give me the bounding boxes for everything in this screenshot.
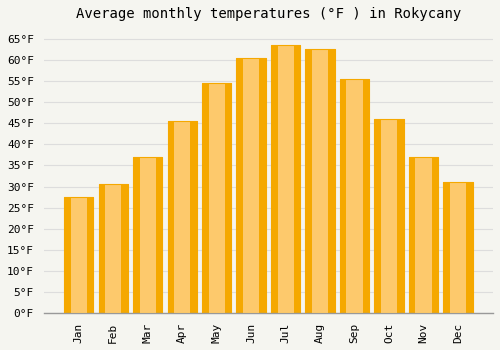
Bar (409, 157, 438, 313)
Bar (374, 119, 404, 313)
Bar (133, 157, 162, 313)
Bar (243, 58, 259, 313)
Bar (105, 184, 122, 313)
Bar (64, 197, 94, 313)
Bar (444, 182, 472, 313)
Bar (306, 49, 334, 313)
Bar (236, 58, 266, 313)
Bar (271, 45, 300, 313)
Bar (64, 197, 94, 313)
Title: Average monthly temperatures (°F ) in Rokycany: Average monthly temperatures (°F ) in Ro… (76, 7, 461, 21)
Bar (168, 121, 197, 313)
Bar (140, 157, 156, 313)
Bar (409, 157, 438, 313)
Bar (374, 119, 404, 313)
Bar (381, 119, 397, 313)
Bar (174, 121, 190, 313)
Bar (98, 184, 128, 313)
Bar (208, 83, 224, 313)
Bar (340, 79, 369, 313)
Bar (416, 157, 432, 313)
Bar (70, 197, 87, 313)
Bar (312, 49, 328, 313)
Bar (202, 83, 232, 313)
Bar (133, 157, 162, 313)
Bar (202, 83, 232, 313)
Bar (168, 121, 197, 313)
Bar (98, 184, 128, 313)
Bar (450, 182, 466, 313)
Bar (306, 49, 334, 313)
Bar (271, 45, 300, 313)
Bar (340, 79, 369, 313)
Bar (444, 182, 472, 313)
Bar (236, 58, 266, 313)
Bar (278, 45, 293, 313)
Bar (346, 79, 362, 313)
